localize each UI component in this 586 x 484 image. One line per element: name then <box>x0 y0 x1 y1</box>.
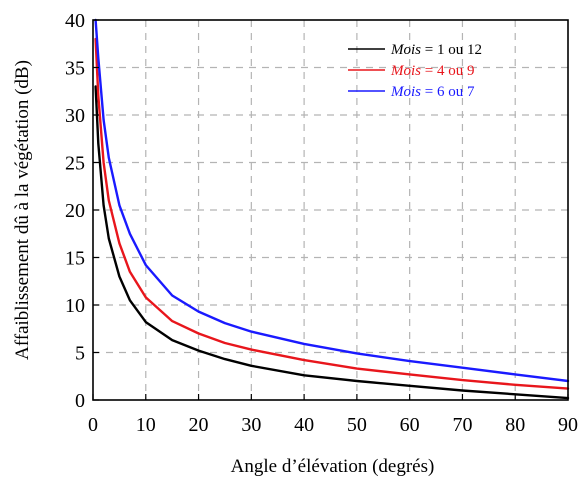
x-tick-label: 30 <box>241 414 261 436</box>
series-line-3 <box>94 18 570 383</box>
y-tick-label: 20 <box>65 200 85 222</box>
y-tick-label: 0 <box>75 390 85 412</box>
y-tick-label: 5 <box>75 343 85 365</box>
x-tick-label: 70 <box>452 414 472 436</box>
grid <box>93 20 568 400</box>
series-line-1 <box>94 85 570 400</box>
x-tick-label: 80 <box>505 414 525 436</box>
y-tick-label: 40 <box>65 10 85 32</box>
y-tick-label: 10 <box>65 295 85 317</box>
y-axis-label: Affaiblissement dû à la végétation (dB) <box>12 60 33 360</box>
legend: Mois = 1 ou 12 Mois = 4 ou 9 Mois = 6 ou 7 <box>348 42 482 100</box>
axis-ticks: 0 10 20 30 40 50 60 70 80 90 0 5 10 15 20 25 30 35 40 <box>65 10 578 436</box>
x-tick-label: 90 <box>558 414 578 436</box>
y-tick-label: 25 <box>65 153 85 175</box>
x-tick-label: 20 <box>189 414 209 436</box>
series-line-2 <box>94 37 570 390</box>
y-tick-label: 35 <box>65 58 85 80</box>
x-axis-label: Angle d’élévation (degrés) <box>231 456 435 477</box>
x-tick-label: 40 <box>294 414 314 436</box>
series-lines <box>94 18 570 400</box>
legend-entry-2: Mois = 4 ou 9 <box>390 63 474 79</box>
legend-entry-3: Mois = 6 ou 7 <box>390 84 475 100</box>
x-tick-label: 60 <box>400 414 420 436</box>
x-tick-label: 0 <box>88 414 98 436</box>
y-tick-label: 30 <box>65 105 85 127</box>
legend-entry-1: Mois = 1 ou 12 <box>390 42 482 58</box>
y-tick-label: 15 <box>65 248 85 270</box>
x-tick-label: 10 <box>136 414 156 436</box>
x-tick-label: 50 <box>347 414 367 436</box>
